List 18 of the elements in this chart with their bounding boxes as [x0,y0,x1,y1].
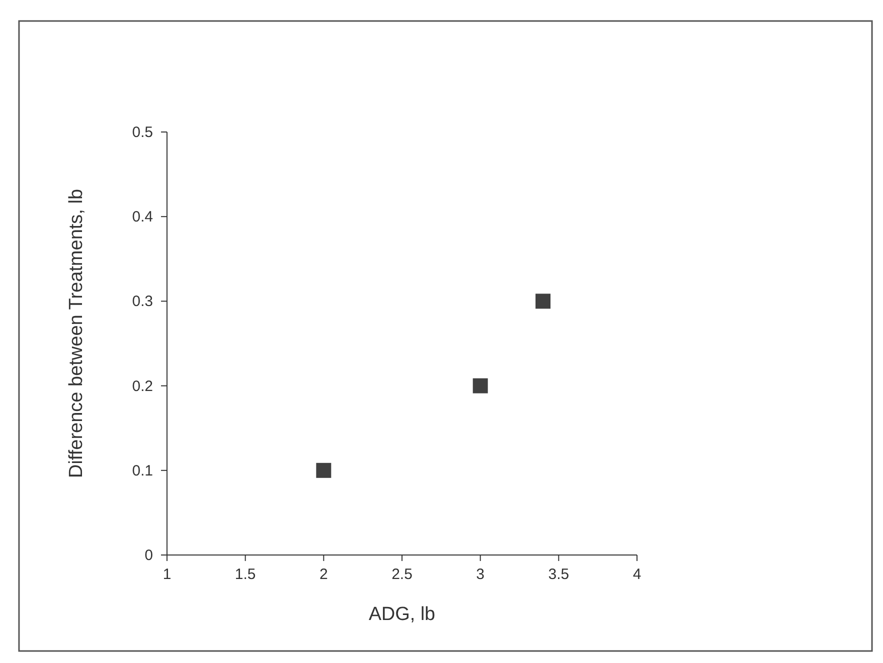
y-tick-label: 0.3 [132,293,153,310]
x-tick-label: 1 [162,566,172,583]
x-tick-label: 2.5 [392,566,412,583]
x-tick-label: 4 [632,566,642,583]
x-tick-label: 3.5 [548,566,570,583]
x-tick-label: 2 [319,566,328,583]
y-tick-label: 0.2 [132,378,153,395]
point [316,462,332,478]
point [472,378,488,394]
x-tick-label: 3 [476,566,485,583]
y-tick-label: 0.5 [132,124,153,141]
y-tick-label: 0 [144,547,153,564]
point [536,294,550,309]
y-tick-label: 0.1 [132,462,153,480]
y-axis-title: Difference between Treatments, lb [66,188,87,478]
y-tick-label: 0.4 [132,208,153,226]
x-axis-title: ADG, lb [368,604,436,625]
x-tick-label: 1.5 [234,566,256,583]
